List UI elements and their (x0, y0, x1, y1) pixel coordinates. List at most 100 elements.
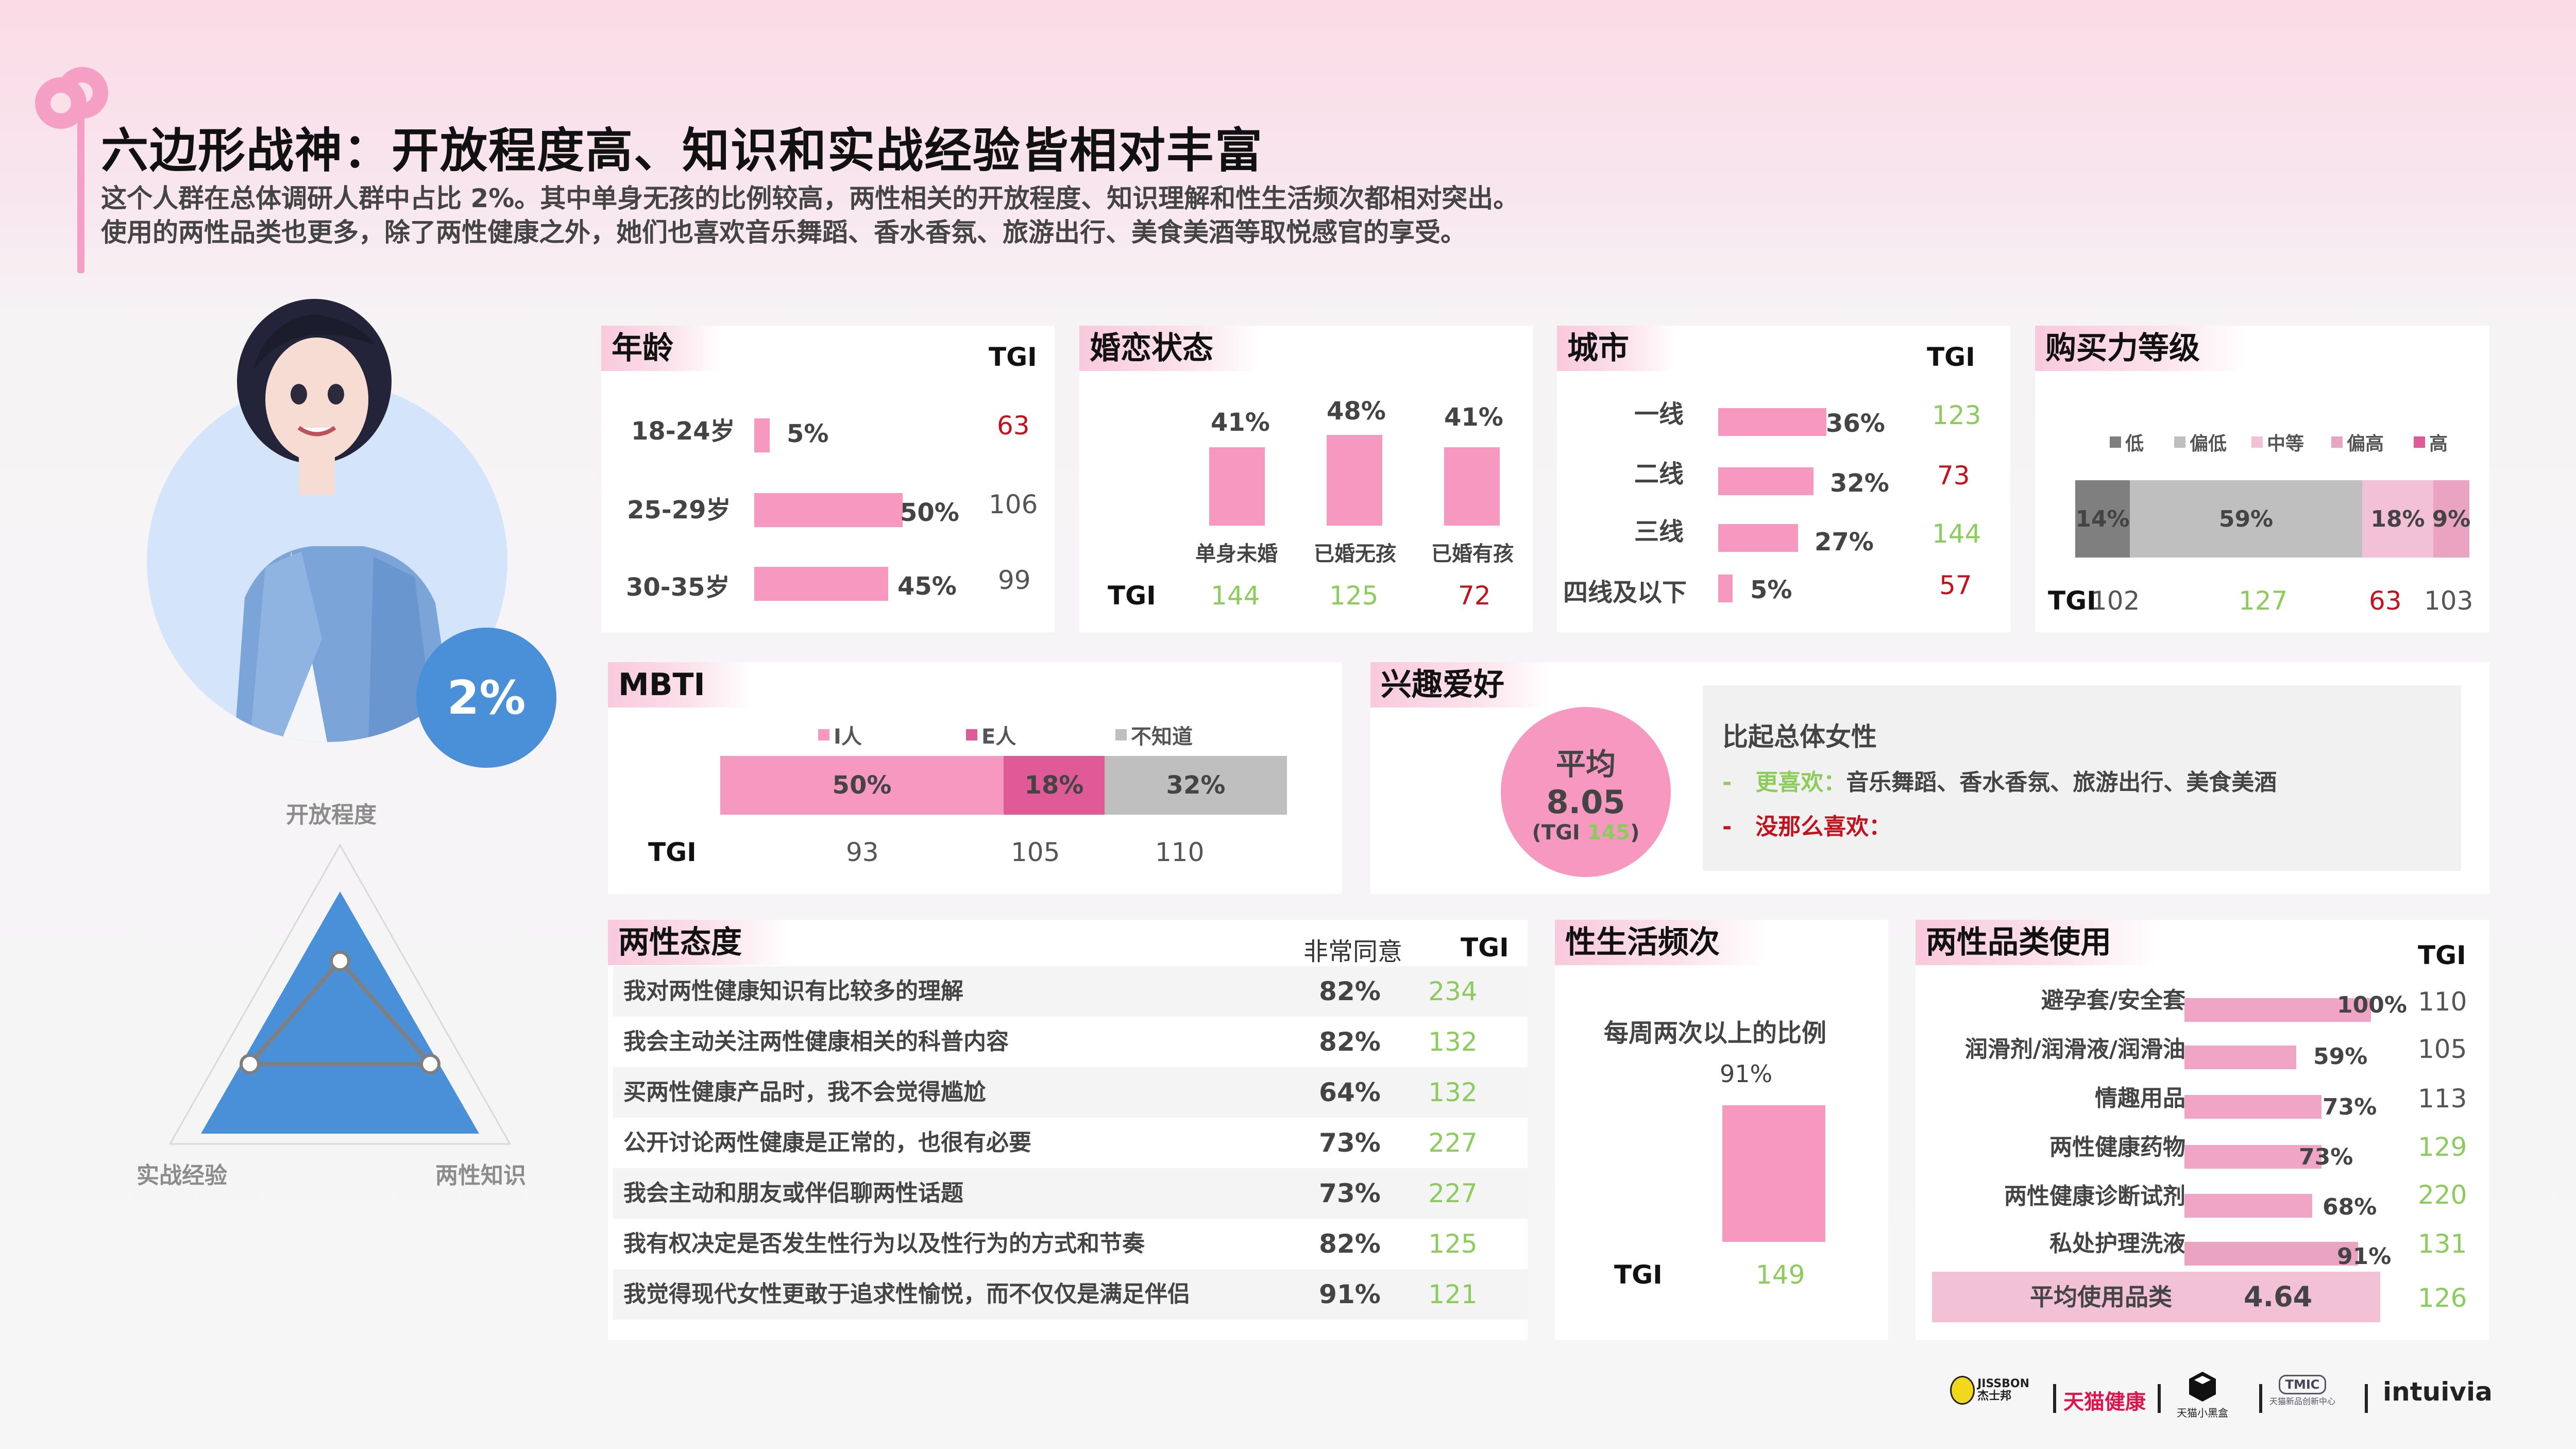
panel-title: 婚恋状态 (1079, 326, 1260, 371)
row-tgi: 121 (1428, 1279, 1478, 1309)
attitudes-panel: 两性态度 非常同意 TGI 我对两性健康知识有比较多的理解 82% 234 我会… (608, 920, 1528, 1340)
age-value: 45% (897, 572, 957, 601)
legend-swatch (818, 729, 829, 740)
age-label: 30-35岁 (626, 573, 730, 602)
legend-highish: 偏高 (2331, 429, 2384, 456)
row-tgi: 132 (1428, 1077, 1478, 1107)
buying-power-tgi: 103 (2424, 586, 2473, 616)
marital-value: 41% (1211, 408, 1270, 437)
radar-fill (201, 891, 479, 1134)
product-label: 润滑剂/润滑液/润滑油 (1964, 1036, 2185, 1063)
tgi-header: TGI (1108, 581, 1156, 611)
radar-outline (168, 843, 512, 1145)
product-bar (2184, 1095, 2321, 1119)
buying-power-tgi: 102 (2091, 586, 2140, 616)
legend-extrovert: E人 (966, 720, 1016, 750)
subtitle-line: 这个人群在总体调研人群中占比 2%。其中单身无孩的比例较高，两性相关的开放程度、… (101, 183, 1519, 213)
age-label: 18-24岁 (631, 417, 735, 446)
age-bar (754, 567, 888, 601)
statement: 我有权决定是否发生性行为以及性行为的方式和节奏 (623, 1231, 1145, 1257)
legend-label: 不知道 (1131, 725, 1193, 749)
mbti-tgi: 110 (1155, 837, 1205, 867)
legend-swatch (2414, 436, 2425, 448)
city-tgi: 57 (1939, 570, 1972, 600)
segment-unknown: 32% (1105, 756, 1287, 815)
row-tgi: 125 (1428, 1229, 1478, 1259)
product-tgi: 131 (2418, 1229, 2467, 1259)
marital-panel: 婚恋状态 41% 48% 41% 单身未婚 已婚无孩 已婚有孩 TGI 144 … (1079, 326, 1533, 632)
product-bar (2184, 1242, 2358, 1266)
page-subtitle: 这个人群在总体调研人群中占比 2%。其中单身无孩的比例较高，两性相关的开放程度、… (101, 181, 1519, 249)
legend-label: 高 (2429, 433, 2448, 454)
jissbon-text: JISSBON 杰士邦 (1977, 1378, 2029, 1403)
avg-tgi-prefix: (TGI (1532, 820, 1587, 845)
row-tgi: 227 (1428, 1128, 1478, 1158)
table-row: 我有权决定是否发生性行为以及性行为的方式和节奏 82% 125 (613, 1219, 1528, 1269)
agree-pct: 73% (1319, 1128, 1381, 1158)
age-label: 25-29岁 (627, 496, 731, 525)
more-items: 音乐舞蹈、香水香氛、旅游出行、美食美酒 (1846, 769, 2277, 796)
segment-lowish: 59% (2130, 480, 2362, 558)
city-bar (1718, 524, 1798, 552)
age-tgi: 99 (998, 565, 1031, 595)
agree-pct: 82% (1319, 1027, 1381, 1057)
table-row: 买两性健康产品时，我不会觉得尴尬 64% 132 (613, 1067, 1528, 1118)
buying-power-stacked-bar: 14% 59% 18% 9% (2075, 480, 2470, 558)
city-label: 四线及以下 (1563, 578, 1687, 607)
legend-label: 偏低 (2190, 433, 2227, 454)
marital-label: 已婚有孩 (1431, 542, 1514, 566)
radar-point (330, 951, 350, 971)
tmic-logo: TMIC 天猫新品创新中心 (2269, 1375, 2335, 1407)
less-liked-line: - 没那么喜欢： (1722, 808, 1891, 841)
frequency-bar (1722, 1105, 1825, 1242)
panel-title: 两性品类使用 (1916, 920, 2158, 965)
compare-title: 比起总体女性 (1722, 722, 1877, 752)
blackbox-icon (2189, 1372, 2216, 1402)
mbti-tgi: 93 (846, 837, 879, 867)
segment-low: 14% (2075, 480, 2130, 558)
city-value: 5% (1750, 576, 1792, 604)
legend-swatch (966, 729, 977, 740)
panel-title: 两性态度 (608, 920, 788, 965)
table-row: 我对两性健康知识有比较多的理解 82% 234 (613, 966, 1528, 1017)
hobbies-panel: 兴趣爱好 平均 8.05 (TGI 145) 比起总体女性 - 更喜欢：音乐舞蹈… (1370, 662, 2489, 894)
product-tgi: 129 (2418, 1132, 2467, 1162)
statement: 买两性健康产品时，我不会觉得尴尬 (623, 1079, 986, 1105)
legend-swatch (1115, 729, 1127, 740)
panel-title: 城市 (1557, 326, 1675, 371)
flower-stem (77, 93, 84, 273)
panel-title: 性生活频次 (1555, 920, 1766, 965)
tgi-header: TGI (2048, 586, 2096, 616)
marital-bar (1327, 435, 1382, 526)
table-row: 公开讨论两性健康是正常的，也很有必要 73% 227 (613, 1118, 1528, 1168)
city-bar (1718, 467, 1814, 495)
avg-tgi: (TGI 145) (1532, 821, 1640, 845)
table-row: 我觉得现代女性更敢于追求性愉悦，而不仅仅是满足伴侣 91% 121 (613, 1269, 1528, 1320)
product-value: 73% (2299, 1144, 2353, 1170)
mbti-panel: MBTI I人 E人 不知道 50% 18% 32% TGI 93 105 11… (608, 662, 1342, 894)
product-value: 68% (2323, 1194, 2377, 1220)
subtitle-line: 使用的两性品类也更多，除了两性健康之外，她们也喜欢音乐舞蹈、香水香氛、旅游出行、… (101, 217, 1466, 247)
persona-illustration-icon (234, 546, 456, 742)
radar-label-openness: 开放程度 (286, 802, 377, 828)
divider (2053, 1384, 2056, 1413)
buying-power-tgi: 63 (2369, 586, 2402, 616)
product-bar (2184, 1194, 2312, 1218)
product-value: 100% (2337, 992, 2407, 1018)
agree-pct: 91% (1319, 1279, 1381, 1309)
sex-frequency-panel: 性生活频次 每周两次以上的比例 91% TGI 149 (1555, 920, 1888, 1340)
legend-high: 高 (2414, 429, 2448, 456)
marital-label: 已婚无孩 (1314, 542, 1396, 566)
statement: 我对两性健康知识有比较多的理解 (623, 978, 963, 1004)
product-value: 91% (2337, 1243, 2392, 1270)
city-tgi: 144 (1932, 519, 1981, 549)
city-tgi: 123 (1932, 400, 1981, 430)
bullet: - (1722, 814, 1732, 840)
table-row: 我会主动关注两性健康相关的科普内容 82% 132 (613, 1017, 1528, 1067)
tmall-blackbox-logo: 天猫小黑盒 (2177, 1371, 2228, 1420)
city-label: 二线 (1634, 460, 1684, 488)
frequency-value: 91% (1720, 1060, 1773, 1088)
product-usage-panel: 两性品类使用 TGI 避孕套/安全套 100% 110 润滑剂/润滑液/润滑油 … (1916, 920, 2489, 1340)
product-label: 私处护理洗液 (2049, 1231, 2185, 1257)
city-value: 27% (1815, 528, 1874, 557)
